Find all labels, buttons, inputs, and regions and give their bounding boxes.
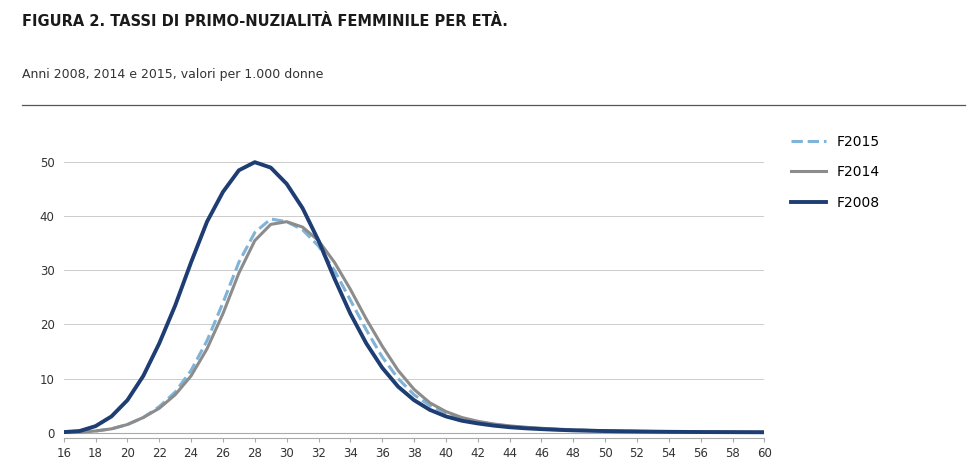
Text: Anni 2008, 2014 e 2015, valori per 1.000 donne: Anni 2008, 2014 e 2015, valori per 1.000… (22, 68, 323, 81)
Text: FIGURA 2. TASSI DI PRIMO-NUZIALITÀ FEMMINILE PER ETÀ.: FIGURA 2. TASSI DI PRIMO-NUZIALITÀ FEMMI… (22, 14, 508, 29)
Legend: F2015, F2014, F2008: F2015, F2014, F2008 (785, 129, 886, 216)
